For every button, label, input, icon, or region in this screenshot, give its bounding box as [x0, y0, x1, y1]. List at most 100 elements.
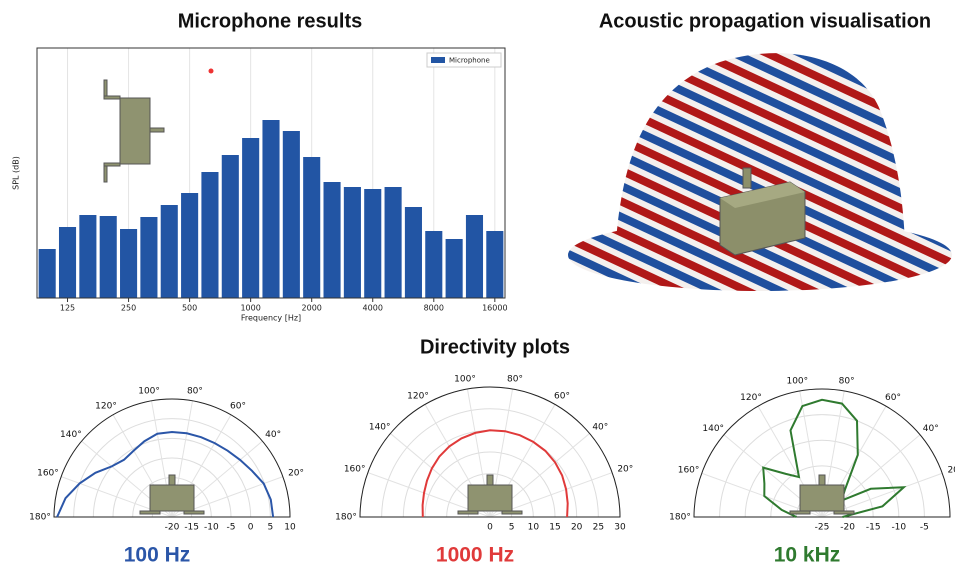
bar: [323, 182, 341, 298]
mic-port: [149, 127, 165, 133]
bar: [99, 216, 117, 298]
bar: [38, 249, 56, 298]
r-tick-label: 5: [267, 523, 273, 533]
bar: [58, 227, 77, 298]
theta-tick-label: 120°: [740, 393, 762, 403]
bar: [343, 187, 361, 298]
bar: [120, 229, 138, 298]
bar: [282, 131, 300, 298]
mic-lead: [183, 510, 205, 515]
bar: [242, 138, 260, 298]
plot-frame: [36, 47, 506, 299]
mic-lead: [789, 510, 811, 515]
bar: [445, 239, 463, 298]
bar: [364, 189, 382, 298]
r-tick-label: -20: [840, 523, 855, 533]
mic-port: [818, 474, 826, 486]
x-tick-label: 125: [60, 304, 75, 313]
bar: [160, 205, 178, 298]
theta-tick-label: 80°: [839, 377, 855, 387]
r-tick-label: 0: [487, 523, 493, 533]
plot-title: 10 kHz: [774, 544, 841, 567]
x-tick-label: 16000: [482, 304, 507, 313]
mic-port: [486, 474, 494, 486]
theta-tick-label: 140°: [60, 430, 82, 440]
mic-lead: [103, 79, 108, 99]
theta-tick-label: 180°: [669, 513, 691, 523]
r-tick-label: 20: [571, 523, 583, 533]
bar: [221, 155, 239, 298]
mic-body: [119, 97, 151, 165]
legend-box: [426, 52, 502, 68]
grid-line: [719, 414, 925, 518]
r-tick-label: -20: [165, 523, 180, 533]
theta-tick-label: 60°: [230, 402, 246, 412]
microphone-side-icon: [103, 79, 165, 183]
x-axis-label: Frequency [Hz]: [241, 314, 301, 323]
y-axis-label: SPL (dB): [12, 156, 21, 190]
theta-tick-label: 100°: [138, 386, 160, 396]
chart-title: Microphone results: [178, 10, 362, 32]
theta-tick-label: 100°: [454, 375, 476, 385]
polar-frame: [693, 388, 951, 518]
theta-tick-label: 140°: [369, 423, 391, 433]
theta-tick-label: 40°: [923, 424, 939, 434]
mic-lead: [103, 95, 121, 100]
theta-tick-label: 40°: [265, 430, 281, 440]
theta-tick-label: 20°: [288, 469, 304, 479]
mic-lead: [103, 162, 121, 167]
r-tick-label: 25: [593, 523, 604, 533]
theta-tick-label: 180°: [335, 513, 357, 523]
r-tick-label: -5: [227, 523, 236, 533]
mic-body: [149, 484, 195, 512]
r-tick-label: 30: [614, 523, 626, 533]
theta-tick-label: 120°: [407, 391, 429, 401]
directivity-line: [421, 429, 569, 518]
polar-plot: 0 5 10 15 20 25 30 20° 40° 60° 80° 100° 120° 140° 160°…: [335, 375, 633, 533]
theta-tick-label: 80°: [187, 386, 203, 396]
x-tick-label: 2000: [302, 304, 322, 313]
r-tick-label: 5: [509, 523, 515, 533]
mic-lead: [139, 510, 161, 515]
microphone-icon: [139, 474, 205, 515]
theta-tick-label: 20°: [947, 465, 955, 475]
theta-tick-label: 140°: [702, 424, 724, 434]
x-tick-label: 4000: [363, 304, 383, 313]
grid-line: [92, 437, 252, 518]
polar-frame: [359, 386, 621, 518]
r-tick-label: 0: [248, 523, 254, 533]
bar: [465, 215, 484, 298]
theta-tick-label: 160°: [344, 465, 366, 475]
legend-swatch: [431, 57, 445, 63]
grid-line: [744, 439, 900, 518]
bar: [384, 187, 402, 298]
grid-line: [770, 465, 874, 518]
theta-tick-label: 80°: [507, 375, 523, 385]
r-tick-label: 10: [284, 523, 296, 533]
section-title: Acoustic propagation visualisation: [599, 10, 931, 32]
propagation-image: [568, 53, 952, 291]
r-tick-label: -10: [204, 523, 219, 533]
x-tick-label: 500: [182, 304, 197, 313]
bar: [303, 157, 321, 298]
plot-title: 100 Hz: [124, 544, 191, 567]
theta-tick-label: 60°: [554, 391, 570, 401]
grid-line: [73, 418, 271, 518]
section-title: Directivity plots: [420, 336, 570, 358]
r-tick-label: 10: [528, 523, 540, 533]
bar: [404, 207, 422, 298]
bar: [181, 193, 199, 298]
bar: [201, 172, 219, 298]
theta-tick-label: 120°: [95, 402, 117, 412]
bar: [79, 215, 97, 298]
mic-lead: [457, 510, 479, 515]
theta-tick-label: 100°: [786, 377, 808, 387]
theta-tick-label: 160°: [37, 469, 59, 479]
legend-label: Microphone: [449, 57, 490, 65]
directivity-line: [56, 430, 275, 518]
grid-line: [112, 457, 232, 518]
theta-tick-label: 60°: [885, 393, 901, 403]
bar: [425, 231, 443, 298]
r-tick-label: -15: [866, 523, 881, 533]
